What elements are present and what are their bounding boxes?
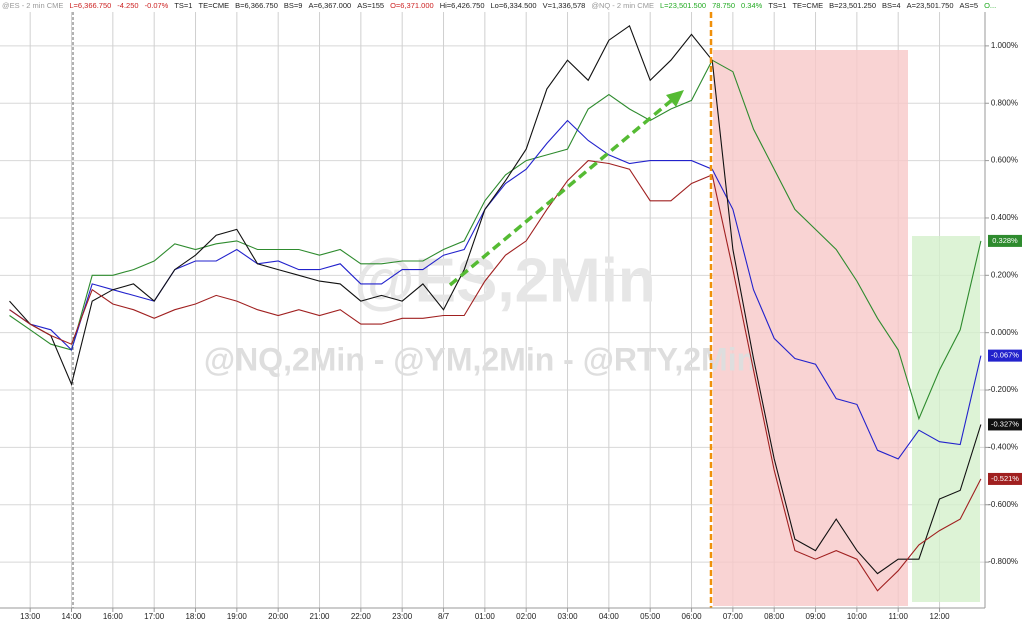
header-item: Hi=6,426.750 xyxy=(440,1,485,10)
x-tick-label: 22:00 xyxy=(351,612,372,621)
series-line xyxy=(9,59,982,421)
red-highlight xyxy=(713,50,908,606)
header-item: TE=CME xyxy=(792,1,823,10)
header-item: TS=1 xyxy=(174,1,192,10)
x-tick-label: 16:00 xyxy=(103,612,124,621)
trend-arrow-head xyxy=(666,90,684,107)
x-tick-label: 09:00 xyxy=(806,612,827,621)
x-tick-label: 14:00 xyxy=(61,612,82,621)
x-tick-label: 18:00 xyxy=(185,612,206,621)
header-item: L=6,366.750 xyxy=(69,1,111,10)
header-item: 0.34% xyxy=(741,1,763,10)
y-tick-label: -0.800% xyxy=(988,557,1018,566)
last-value-label: -0.067% xyxy=(991,351,1019,360)
x-tick-label: 13:00 xyxy=(20,612,41,621)
trend-arrow xyxy=(448,98,674,287)
y-tick-label: 0.400% xyxy=(991,213,1018,222)
header-item: TE=CME xyxy=(198,1,229,10)
header-item: -4.250 xyxy=(117,1,138,10)
header-item: BS=4 xyxy=(882,1,901,10)
x-tick-label: 19:00 xyxy=(227,612,248,621)
x-tick-label: 10:00 xyxy=(847,612,868,621)
y-tick-label: -0.600% xyxy=(988,500,1018,509)
x-tick-label: 06:00 xyxy=(682,612,703,621)
header-item: V=1,336,578 xyxy=(543,1,586,10)
series-line xyxy=(9,24,982,575)
last-value-label: -0.521% xyxy=(991,474,1019,483)
x-tick-label: 05:00 xyxy=(640,612,661,621)
series-line xyxy=(9,160,982,592)
header-item: BS=9 xyxy=(284,1,303,10)
header-bar xyxy=(0,0,1024,12)
plot xyxy=(9,24,982,592)
header-item: AS=5 xyxy=(960,1,979,10)
last-value-label: 0.328% xyxy=(992,236,1018,245)
x-tick-label: 12:00 xyxy=(930,612,951,621)
y-tick-label: 0.600% xyxy=(991,156,1018,165)
header-item: O=6,371.000 xyxy=(390,1,434,10)
green-highlight xyxy=(912,236,980,602)
header-item: TS=1 xyxy=(768,1,786,10)
x-tick-label: 08:00 xyxy=(764,612,785,621)
y-tick-label: -0.200% xyxy=(988,385,1018,394)
watermark: @ES,2Min xyxy=(354,246,656,315)
y-tick-label: 0.000% xyxy=(991,328,1018,337)
x-tick-label: 20:00 xyxy=(268,612,289,621)
header-item: 78.750 xyxy=(712,1,735,10)
header-item: -0.07% xyxy=(145,1,169,10)
header-item: B=6,366.750 xyxy=(235,1,278,10)
x-tick-label: 07:00 xyxy=(723,612,744,621)
y-tick-label: 0.800% xyxy=(991,98,1018,107)
x-tick-label: 11:00 xyxy=(888,612,908,621)
x-tick-label: 23:00 xyxy=(392,612,413,621)
last-value-tag xyxy=(988,234,1022,247)
header-item: L=23,501.500 xyxy=(660,1,706,10)
last-value-tag xyxy=(988,472,1022,485)
x-tick-label: 01:00 xyxy=(475,612,496,621)
x-tick-label: 02:00 xyxy=(516,612,537,621)
last-value-tag xyxy=(988,349,1022,362)
x-tick-label: 17:00 xyxy=(144,612,165,621)
last-value-label: -0.327% xyxy=(991,419,1019,428)
last-value-tag xyxy=(988,418,1022,431)
header-item: @NQ - 2 min CME xyxy=(591,1,654,10)
y-tick-label: 0.200% xyxy=(991,270,1018,279)
header-item: A=6,367.000 xyxy=(308,1,351,10)
x-tick-label: 04:00 xyxy=(599,612,620,621)
x-tick-label: 03:00 xyxy=(558,612,579,621)
x-tick-label: 21:00 xyxy=(309,612,330,621)
header-item: B=23,501.250 xyxy=(829,1,876,10)
header-item: A=23,501.750 xyxy=(907,1,954,10)
header-item: Lo=6,334.500 xyxy=(491,1,537,10)
header-item: AS=155 xyxy=(357,1,384,10)
header-item: @ES - 2 min CME xyxy=(2,1,63,10)
y-tick-label: -0.400% xyxy=(988,443,1018,452)
x-tick-label: 8/7 xyxy=(438,612,450,621)
watermark-sub: @NQ,2Min - @YM,2Min - @RTY,2Min xyxy=(204,341,756,377)
header-item: O... xyxy=(984,1,996,10)
y-tick-label: 1.000% xyxy=(991,41,1018,50)
